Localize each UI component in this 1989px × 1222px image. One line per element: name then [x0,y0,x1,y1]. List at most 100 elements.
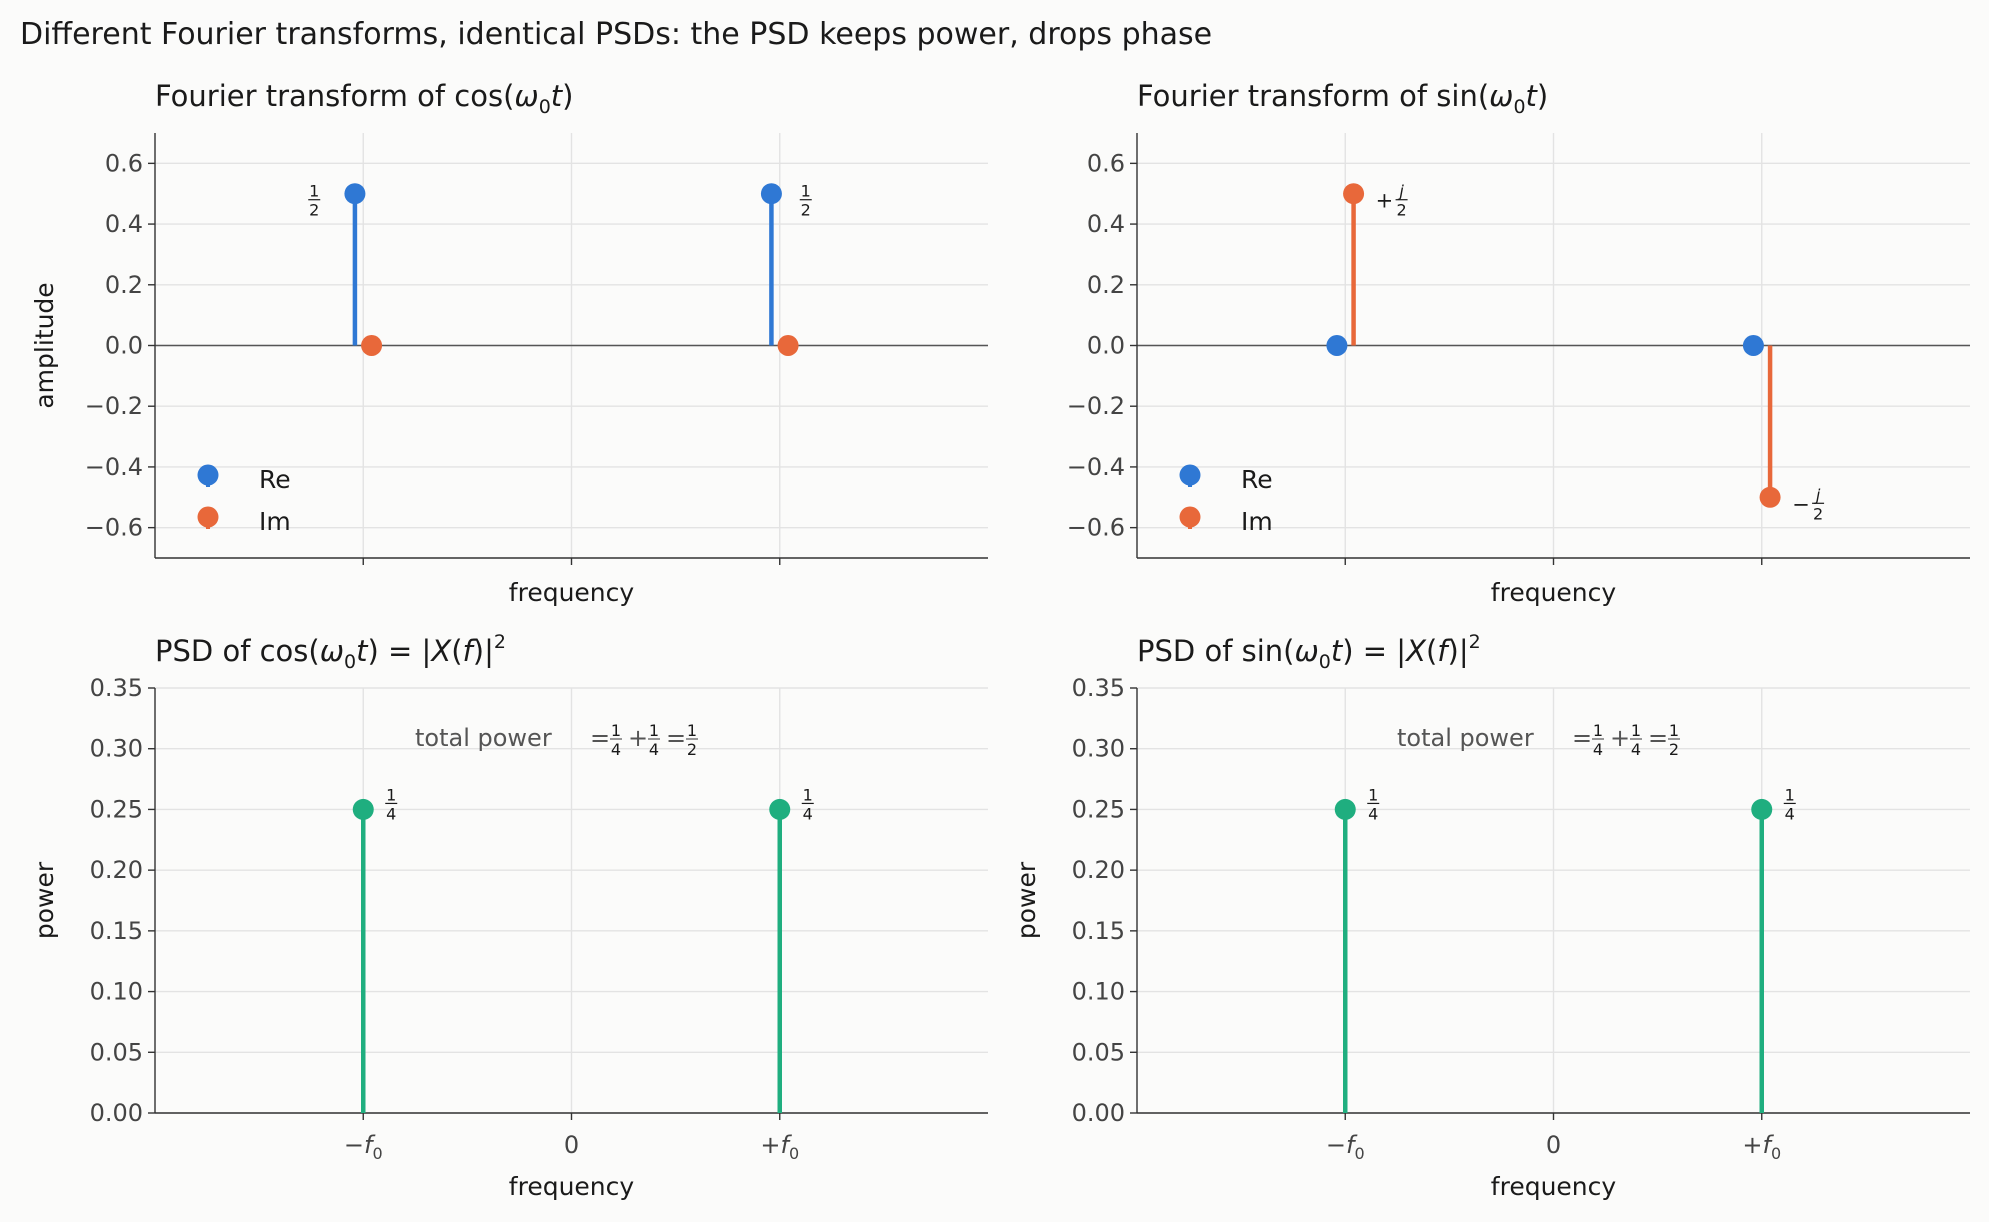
y-tick-label: 0.00 [1072,1099,1125,1127]
legend-label-re: Re [259,465,291,494]
svg-text:=: = [1572,724,1592,752]
value-label: 12 [799,182,812,220]
y-tick-label: −0.2 [1067,392,1125,420]
svg-text:1: 1 [1631,721,1641,740]
panel-ft-sin: −0.6 −0.4 −0.2 0.0 0.2 0.4 0.6 Fourier transfor… [1067,79,1970,607]
stem-marker-psd [769,798,791,820]
svg-text:4: 4 [386,804,396,823]
total-power-note: total power = 14 +14 = 12 [1397,721,1680,759]
y-tick-label: 0.35 [90,674,143,702]
svg-text:4: 4 [1785,804,1795,823]
y-tick-label: −0.4 [85,453,143,481]
legend-label-re: Re [1241,465,1273,494]
x-axis-label: frequency [509,578,635,607]
legend-label-im: Im [1241,507,1273,536]
y-tick-label: 0.15 [1072,917,1125,945]
total-power-note: total power = 14 +14 = 12 [415,721,698,759]
value-label: 14 [1367,785,1380,823]
x-tick-label: 0 [564,1131,579,1159]
legend: Re Im [197,464,291,536]
svg-text:4: 4 [1593,740,1603,759]
svg-text:1: 1 [801,182,811,201]
x-tick-label: +f0 [1742,1131,1781,1163]
svg-text:1: 1 [1593,721,1603,740]
stem-marker-im [1759,486,1781,508]
svg-text:−: − [1792,492,1810,516]
legend-marker-im [197,506,219,528]
legend-marker-re [197,464,219,486]
panel-title: PSD of sin(ω0t) = |X(f)|2 [1137,631,1481,673]
y-tick-label: 0.20 [1072,856,1125,884]
y-tick-label: −0.2 [85,392,143,420]
svg-text:1: 1 [1785,785,1795,804]
legend-label-im: Im [259,507,291,536]
svg-text:4: 4 [1631,740,1641,759]
y-tick-label: 0.6 [105,149,143,177]
svg-text:1: 1 [611,721,621,740]
value-label: 14 [1783,785,1796,823]
y-tick-label: 0.6 [1087,149,1125,177]
panel-psd-cos: 0.000.050.100.150.200.250.300.35−f0 0 +f0P… [30,631,988,1201]
svg-text:1: 1 [1368,785,1378,804]
value-label: + j2 [1376,182,1408,220]
svg-text:1: 1 [649,721,659,740]
svg-text:2: 2 [309,201,319,220]
y-tick-label: −0.4 [1067,453,1125,481]
y-tick-label: −0.6 [1067,514,1125,542]
y-axis-label: power [30,861,59,939]
y-tick-label: 0.25 [90,795,143,823]
value-label: 14 [385,785,398,823]
svg-text:+: + [1376,189,1394,213]
svg-text:4: 4 [649,740,659,759]
svg-text:2: 2 [1813,504,1823,523]
stem-marker-re [1326,335,1348,356]
y-tick-label: 0.25 [1072,795,1125,823]
svg-text:4: 4 [803,804,813,823]
y-tick-label: 0.15 [90,917,143,945]
svg-text:2: 2 [687,740,697,759]
y-tick-label: 0.30 [90,735,143,763]
panel-title: Fourier transform of cos(ω0t) [155,79,574,118]
y-tick-label: 0.2 [1087,271,1125,299]
y-tick-label: 0.20 [90,856,143,884]
svg-text:=: = [1648,724,1668,752]
stem-marker-psd [352,798,374,820]
y-tick-label: 0.05 [90,1038,143,1066]
svg-text:4: 4 [611,740,621,759]
y-tick-label: 0.0 [105,332,143,360]
legend-marker-re [1179,464,1201,486]
value-label: 14 [801,785,814,823]
svg-text:2: 2 [801,201,811,220]
svg-text:1: 1 [386,785,396,804]
panel-title: Fourier transform of sin(ω0t) [1137,79,1548,118]
svg-text:j: j [1397,182,1404,201]
y-tick-label: 0.4 [1087,210,1125,238]
x-axis-label: frequency [1491,1172,1617,1201]
svg-text:=: = [590,724,610,752]
x-axis-label: frequency [1491,578,1617,607]
y-tick-label: 0.2 [105,271,143,299]
svg-text:total power: total power [1397,724,1534,752]
panel-psd-sin: 0.000.050.100.150.200.250.300.35−f0 0 +f0P… [1012,631,1970,1201]
svg-text:j: j [1814,485,1821,504]
svg-text:2: 2 [1669,740,1679,759]
stem-marker-im [361,335,383,356]
svg-text:4: 4 [1368,804,1378,823]
panel-title: PSD of cos(ω0t) = |X(f)|2 [155,631,506,673]
svg-text:+: + [1610,724,1630,752]
stem-marker-psd [1751,798,1773,820]
y-axis-label: amplitude [30,282,59,408]
svg-text:=: = [666,724,686,752]
y-tick-label: 0.10 [1072,978,1125,1006]
stem-marker-psd [1334,798,1356,820]
svg-text:1: 1 [309,182,319,201]
stem-marker-re [344,183,366,205]
svg-text:2: 2 [1396,201,1406,220]
y-tick-label: 0.4 [105,210,143,238]
y-tick-label: 0.00 [90,1099,143,1127]
value-label: − j2 [1792,485,1825,523]
svg-text:1: 1 [803,785,813,804]
svg-text:+: + [628,724,648,752]
y-tick-label: 0.0 [1087,332,1125,360]
